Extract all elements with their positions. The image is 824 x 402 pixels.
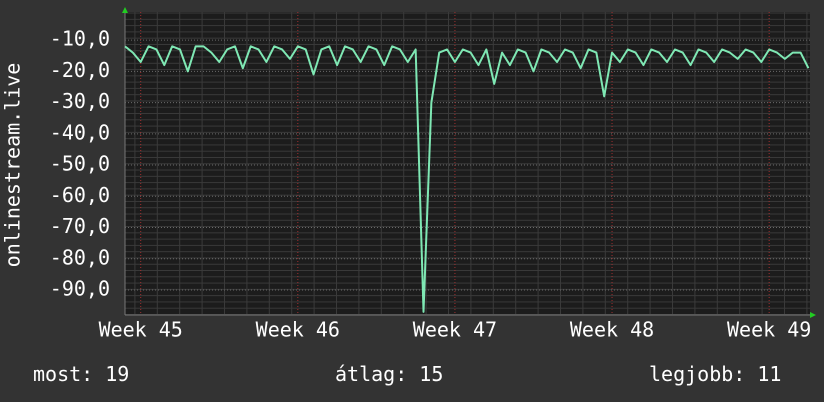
y-tick-label: -40,0 bbox=[50, 120, 110, 144]
plot bbox=[124, 12, 810, 315]
summary-item: most: 19 bbox=[33, 362, 129, 386]
y-tick-label: -60,0 bbox=[50, 183, 110, 207]
x-tick-label: Week 48 bbox=[570, 318, 654, 342]
summary-value: 11 bbox=[757, 362, 781, 386]
x-tick-label: Week 46 bbox=[256, 318, 340, 342]
y-tick-label: -20,0 bbox=[50, 58, 110, 82]
series-line bbox=[124, 45, 810, 313]
y-tick-label: -10,0 bbox=[50, 27, 110, 51]
y-arrow bbox=[122, 7, 128, 13]
summary-item: átlag: 15 bbox=[335, 362, 443, 386]
summary-value: 15 bbox=[419, 362, 443, 386]
minor-grid bbox=[125, 12, 810, 315]
y-tick-label: -50,0 bbox=[50, 152, 110, 176]
summary-label: legjobb: bbox=[649, 362, 745, 386]
y-tick-label: -80,0 bbox=[50, 245, 110, 269]
x-tick-label: Week 47 bbox=[413, 318, 497, 342]
y-tick-label: -70,0 bbox=[50, 214, 110, 238]
summary-label: most: bbox=[33, 362, 93, 386]
x-tick-label: Week 49 bbox=[727, 318, 811, 342]
y-tick-label: -30,0 bbox=[50, 89, 110, 113]
summary-value: 19 bbox=[105, 362, 129, 386]
summary-item: legjobb: 11 bbox=[649, 362, 781, 386]
summary-label: átlag: bbox=[335, 362, 407, 386]
y-tick-label: -90,0 bbox=[50, 277, 110, 301]
y-axis-title: onlinestream.live bbox=[1, 63, 25, 268]
x-arrow bbox=[810, 312, 816, 318]
x-tick-label: Week 45 bbox=[99, 318, 183, 342]
